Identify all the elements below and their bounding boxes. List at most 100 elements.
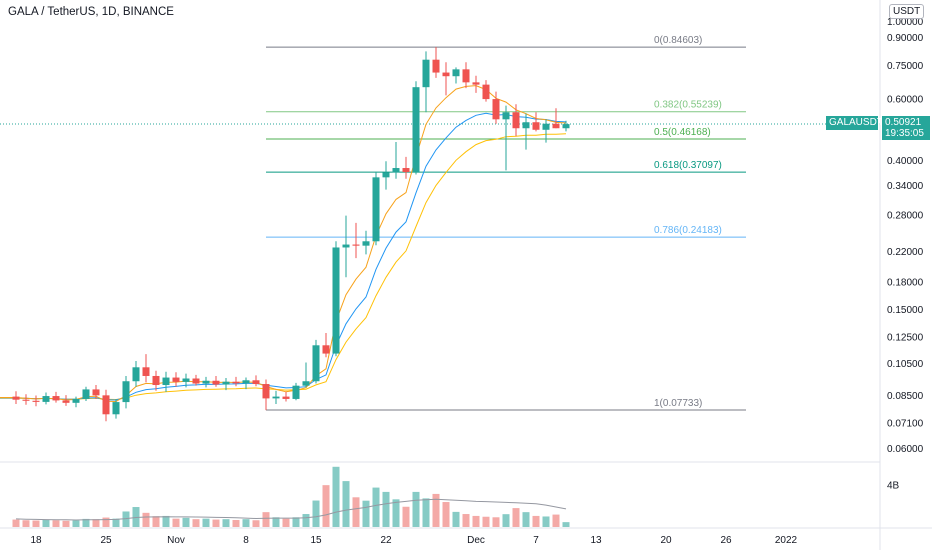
candle — [252, 375, 260, 387]
bar-countdown: 19:35:05 — [885, 128, 924, 139]
volume-bar — [542, 516, 550, 527]
candle-body — [392, 168, 400, 173]
candle-body — [452, 69, 460, 77]
candle — [122, 375, 130, 409]
volume-bar — [392, 499, 400, 527]
price-tick-label: 0.06000 — [887, 444, 924, 455]
candle-body — [382, 172, 390, 178]
time-tick-label: Dec — [467, 535, 485, 546]
candle — [412, 81, 420, 175]
candle-body — [12, 396, 20, 400]
candle-body — [352, 244, 360, 246]
volume-bar — [462, 514, 470, 527]
time-tick-label: 22 — [380, 535, 392, 546]
candle — [282, 391, 290, 402]
candle — [12, 391, 20, 404]
volume-bar — [102, 517, 110, 527]
volume-bar — [322, 485, 330, 527]
candle-body — [192, 378, 200, 384]
candle-body — [432, 59, 440, 73]
candle-body — [482, 84, 490, 100]
volume-bar — [82, 518, 90, 527]
candle — [362, 230, 370, 255]
volume-bar — [372, 487, 380, 527]
price-tick-label: 0.18000 — [887, 277, 924, 288]
fib-label: 0.786(0.24183) — [654, 225, 722, 236]
candle — [72, 396, 80, 408]
volume-bar — [282, 518, 290, 527]
price-tick-label: 0.08500 — [887, 391, 924, 402]
candle — [342, 215, 350, 278]
volume-bar — [552, 514, 560, 527]
volume-bar — [292, 517, 300, 527]
candle — [562, 120, 570, 132]
candle-body — [332, 247, 340, 354]
fibonacci-retracement[interactable]: 0(0.84603) 0.382(0.55239) 0.5(0.46168) 0.61… — [266, 35, 746, 411]
time-tick-label: 20 — [660, 535, 672, 546]
candle — [112, 399, 120, 419]
volume-bar — [252, 520, 260, 527]
candle — [432, 47, 440, 78]
candle — [312, 339, 320, 384]
price-tick-label: 0.90000 — [887, 33, 924, 44]
candle-body — [182, 378, 190, 382]
volume-bar — [352, 497, 360, 527]
volume-bar — [262, 512, 270, 527]
fib-label: 0.618(0.37097) — [654, 160, 722, 171]
candle-body — [282, 396, 290, 399]
currency-unit-button[interactable]: USDT — [889, 4, 925, 19]
time-tick-label: 15 — [310, 535, 322, 546]
candle-body — [312, 345, 320, 382]
symbol-price-label: GALAUSDT — [826, 116, 883, 130]
price-tick-label: 0.28000 — [887, 210, 924, 221]
time-tick-label: Nov — [167, 535, 185, 546]
candle-body — [272, 396, 280, 399]
candle — [372, 171, 380, 246]
price-tick-label: 0.15000 — [887, 305, 924, 316]
volume-bar — [62, 520, 70, 527]
volume-bar — [512, 508, 520, 527]
volume-bar — [302, 514, 310, 527]
volume-bar — [312, 500, 320, 527]
candle — [82, 386, 90, 401]
volume-bar — [502, 514, 510, 527]
price-tick-label: 0.60000 — [887, 95, 924, 106]
candle — [182, 373, 190, 388]
volume-bar — [22, 520, 30, 527]
volume-bar — [402, 506, 410, 527]
candle-body — [152, 375, 160, 386]
candle — [162, 371, 170, 392]
candle-body — [172, 377, 180, 382]
symbol-name: GALAUSDT — [829, 117, 883, 128]
price-axis[interactable]: 1.000000.900000.750000.600000.500000.400… — [887, 17, 924, 491]
volume-bar — [532, 515, 540, 527]
candle — [402, 156, 410, 179]
volume-bar — [472, 515, 480, 527]
volume-bar — [432, 493, 440, 527]
candle — [142, 354, 150, 383]
candle — [492, 91, 500, 124]
price-tick-label: 0.40000 — [887, 156, 924, 167]
time-tick-label: 26 — [720, 535, 732, 546]
price-tick-label: 0.22000 — [887, 247, 924, 258]
candle — [102, 389, 110, 422]
volume-bar — [32, 520, 40, 527]
price-tick-label: 0.12500 — [887, 333, 924, 344]
candle-body — [552, 123, 560, 129]
candle — [42, 392, 50, 405]
candle-body — [62, 400, 70, 403]
price-tick-label: 1.00000 — [887, 17, 924, 28]
time-axis[interactable]: 18 25 Nov 8 15 22 Dec 7 13 20 26 2022 — [30, 535, 797, 546]
volume-bar — [452, 511, 460, 527]
time-tick-label: 7 — [533, 535, 539, 546]
volume-ma-line — [15, 498, 567, 521]
volume-bar — [382, 491, 390, 527]
candle-body — [252, 380, 260, 385]
volume-bar — [162, 515, 170, 527]
moving-averages — [0, 85, 567, 403]
volume-bars — [12, 466, 570, 527]
candle-body — [262, 384, 270, 399]
candle-body — [212, 380, 220, 385]
price-tick-label: 0.10500 — [887, 359, 924, 370]
